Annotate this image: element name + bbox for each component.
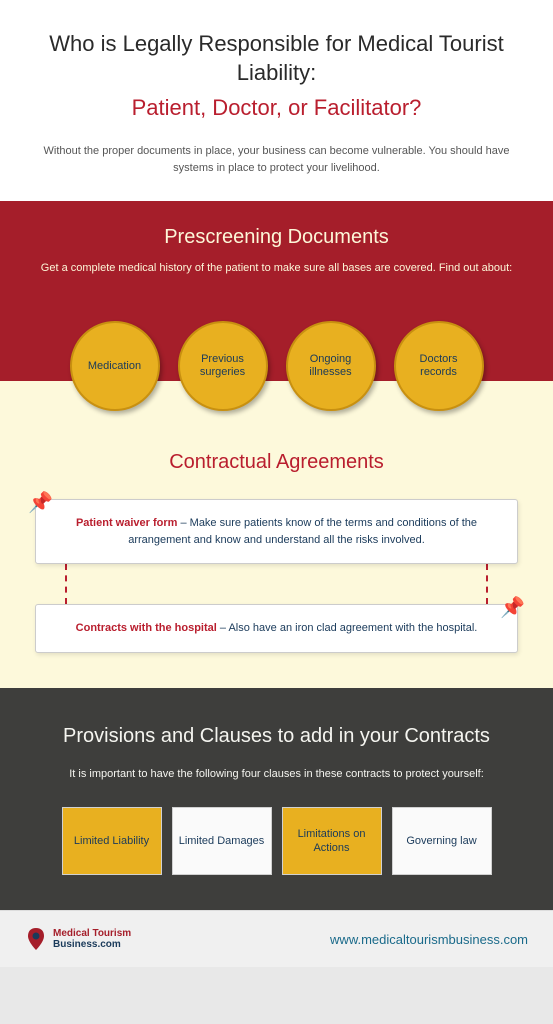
- box-hospital-contracts: 📌 Contracts with the hospital – Also hav…: [35, 604, 518, 653]
- logo: Medical Tourism Business.com: [25, 926, 131, 952]
- main-title-line2: Patient, Doctor, or Facilitator?: [30, 95, 523, 121]
- clause-row: Limited Liability Limited Damages Limita…: [30, 807, 523, 875]
- box-label: Contracts with the hospital: [76, 622, 217, 634]
- connector-lines: [35, 564, 518, 604]
- logo-text-1: Medical Tourism: [53, 928, 131, 939]
- logo-icon: [25, 926, 47, 952]
- prescreening-text: Get a complete medical history of the pa…: [30, 261, 523, 276]
- clause-item: Limited Damages: [172, 807, 272, 875]
- circle-item: Medication: [70, 321, 160, 411]
- logo-text-2: Business.com: [53, 939, 131, 950]
- circles-row: Medication Previous surgeries Ongoing il…: [0, 321, 553, 411]
- pin-icon: 📌: [500, 595, 525, 620]
- intro-text: Without the proper documents in place, y…: [30, 143, 523, 176]
- prescreening-title: Prescreening Documents: [30, 226, 523, 249]
- circle-item: Doctors records: [394, 321, 484, 411]
- contractual-title: Contractual Agreements: [35, 451, 518, 474]
- header-section: Who is Legally Responsible for Medical T…: [0, 0, 553, 201]
- main-title-line1: Who is Legally Responsible for Medical T…: [30, 30, 523, 87]
- prescreening-section: Prescreening Documents Get a complete me…: [0, 201, 553, 381]
- box-patient-waiver: 📌 Patient waiver form – Make sure patien…: [35, 499, 518, 564]
- provisions-text: It is important to have the following fo…: [30, 767, 523, 782]
- circle-item: Ongoing illnesses: [286, 321, 376, 411]
- clause-item: Limited Liability: [62, 807, 162, 875]
- footer-url: www.medicaltourismbusiness.com: [330, 932, 528, 947]
- clause-item: Governing law: [392, 807, 492, 875]
- box-text: – Make sure patients know of the terms a…: [128, 517, 477, 546]
- provisions-title: Provisions and Clauses to add in your Co…: [30, 723, 523, 749]
- box-text: – Also have an iron clad agreement with …: [217, 622, 478, 634]
- clause-item: Limitations on Actions: [282, 807, 382, 875]
- provisions-section: Provisions and Clauses to add in your Co…: [0, 688, 553, 910]
- pin-icon: 📌: [28, 490, 53, 515]
- footer-section: Medical Tourism Business.com www.medical…: [0, 910, 553, 967]
- box-label: Patient waiver form: [76, 517, 177, 529]
- contractual-section: Contractual Agreements 📌 Patient waiver …: [0, 381, 553, 688]
- circle-item: Previous surgeries: [178, 321, 268, 411]
